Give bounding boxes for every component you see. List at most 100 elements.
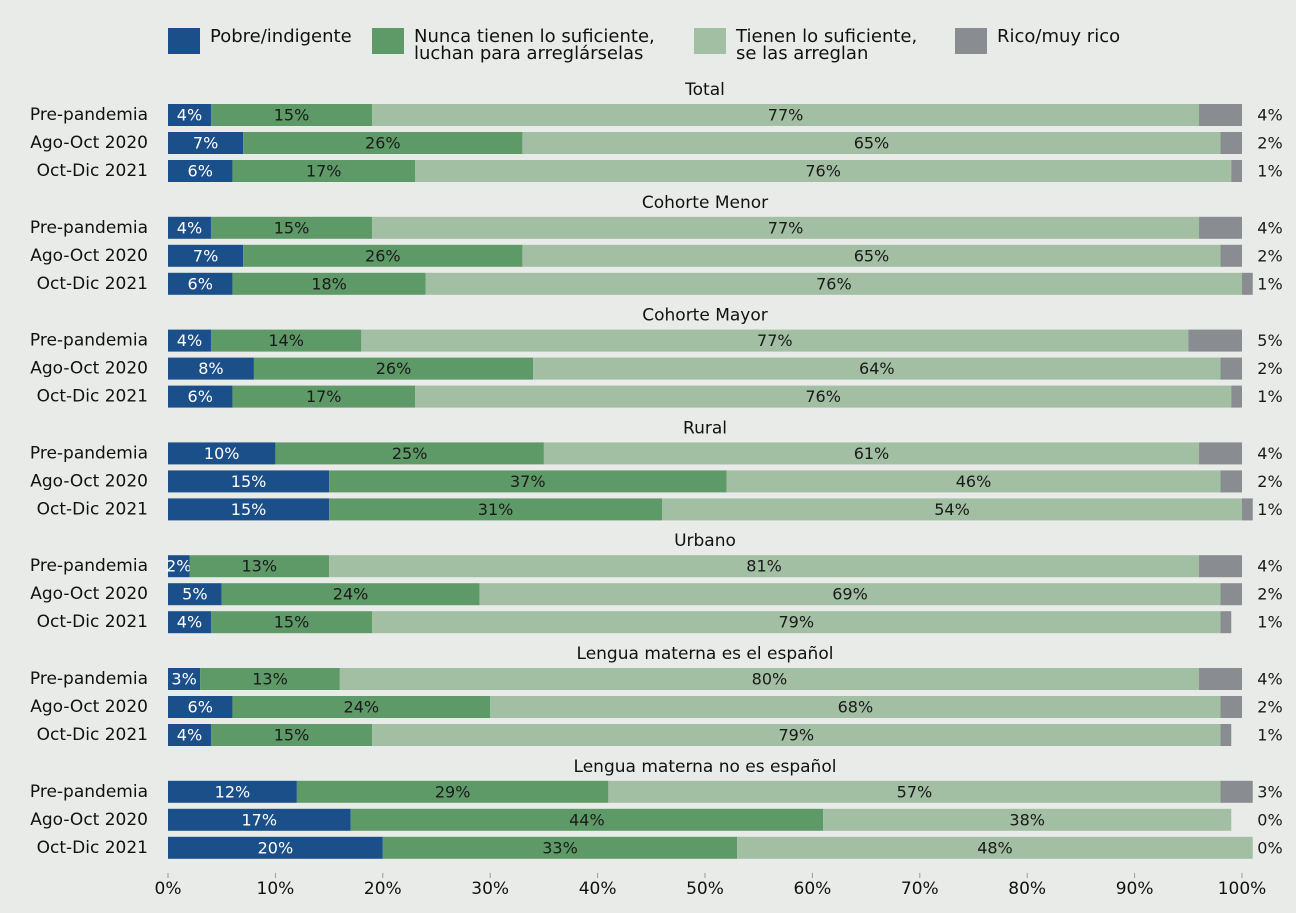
row-label: Ago-Oct 2020 [30,133,148,153]
row-label: Pre-pandemia [30,782,148,802]
x-tick-label: 0% [155,879,182,899]
row-label: Ago-Oct 2020 [30,584,148,604]
data-label: 77% [768,106,804,125]
data-label: 8% [198,359,223,378]
bar-segment [737,836,1253,859]
bar-segment [1220,696,1242,718]
data-label: 6% [188,162,213,181]
bar-segment [275,442,544,465]
data-label: 80% [752,670,788,689]
data-label: 26% [365,134,401,153]
row-label: Ago-Oct 2020 [30,471,148,491]
group-title: Rural [683,418,727,438]
bar-segment [168,780,297,803]
legend-swatch [168,28,200,54]
group-title: Total [684,80,725,100]
bar-segment [168,583,222,606]
data-label: 24% [333,585,369,604]
group-title: Lengua materna no es español [574,757,837,777]
legend-item: Tienen lo suficiente, se las arreglan [694,28,934,63]
data-label: 2% [1257,472,1282,491]
x-tick-label: 10% [257,879,295,899]
data-label: 26% [376,359,412,378]
bar-segment [543,442,1200,465]
data-label: 79% [779,613,815,632]
row-label: Pre-pandemia [30,443,148,463]
data-label: 3% [171,670,196,689]
legend-item: Pobre/indigente [168,28,358,54]
row-label: Ago-Oct 2020 [30,697,148,717]
data-label: 6% [188,274,213,293]
data-label: 4% [177,726,202,745]
bar-segment [243,244,523,267]
group-title: Urbano [674,531,736,551]
x-tick-label: 50% [686,879,724,899]
data-label: 1% [1257,613,1282,632]
data-label: 13% [252,670,288,689]
bar-segment [210,329,362,352]
bar-segment [1220,132,1242,154]
bar-segment [168,272,233,295]
data-label: 69% [832,585,868,604]
bar-segment [232,272,426,295]
data-label: 15% [274,106,310,125]
data-label: 4% [1257,218,1282,237]
row-label: Pre-pandemia [30,669,148,689]
x-tick-label: 100% [1218,879,1267,899]
x-tick-label: 20% [364,879,402,899]
data-label: 4% [177,331,202,350]
data-label: 24% [344,698,380,717]
row-label: Ago-Oct 2020 [30,810,148,830]
x-tick-label: 30% [471,879,509,899]
bar-segment [189,555,330,578]
data-label: 20% [258,838,294,857]
bar-segment [415,160,1232,182]
bar-segment [490,696,1221,718]
legend-swatch [694,28,726,54]
data-label: 2% [1257,246,1282,265]
data-label: 5% [1257,331,1282,350]
data-label: 18% [311,274,347,293]
data-label: 1% [1257,726,1282,745]
bar-segment [168,836,383,859]
bar-segment [329,555,1200,578]
bar-segment [253,357,534,380]
bar-segment [168,216,211,239]
bar-segment [415,385,1232,408]
data-label: 4% [1257,444,1282,463]
data-label: 46% [956,472,992,491]
bar-segment [533,357,1221,380]
data-label: 4% [177,613,202,632]
bar-segment [608,780,1221,803]
data-label: 57% [897,782,933,801]
bar-segment [1220,357,1242,380]
data-label: 1% [1257,162,1282,181]
bar-segment [662,498,1242,521]
bar-segment [232,696,491,718]
bar-segment [168,808,351,831]
bar-segment [168,668,201,690]
data-label: 76% [805,387,841,406]
bar-segment [1220,470,1242,493]
bar-segment [1199,555,1242,578]
legend-label: Nunca tienen lo suficiente, luchan para … [414,26,655,64]
bar-segment [372,724,1221,746]
group-title: Cohorte Menor [642,193,768,213]
row-label: Oct-Dic 2021 [37,274,148,294]
x-tick-label: 80% [1008,879,1046,899]
data-label: 1% [1257,387,1282,406]
bar-segment [382,836,738,859]
bar-segment [823,808,1232,831]
bar-segment [168,498,330,521]
data-label: 4% [1257,557,1282,576]
bar-segment [232,160,416,182]
data-label: 15% [274,218,310,237]
data-label: 25% [392,444,428,463]
x-tick-label: 60% [794,879,832,899]
bar-segment [1199,668,1242,690]
row-label: Oct-Dic 2021 [37,612,148,632]
data-label: 15% [274,613,310,632]
data-label: 5% [182,585,207,604]
